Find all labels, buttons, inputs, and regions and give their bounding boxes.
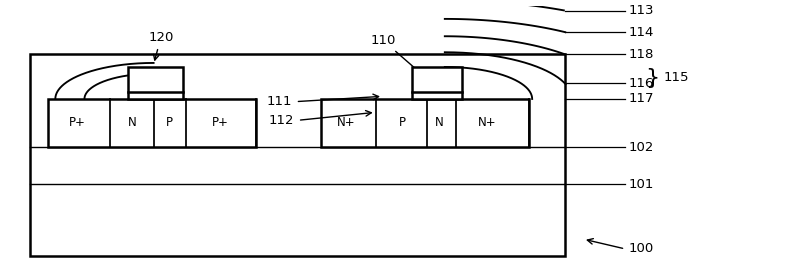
Bar	[321, 99, 529, 147]
Text: 120: 120	[148, 31, 174, 60]
Text: P: P	[166, 116, 173, 130]
Text: 101: 101	[629, 178, 654, 191]
Text: 100: 100	[629, 242, 654, 255]
Bar	[412, 67, 462, 99]
Text: P: P	[399, 116, 406, 130]
Text: 114: 114	[629, 26, 654, 39]
Text: P+: P+	[69, 116, 86, 130]
Text: 115: 115	[663, 71, 689, 84]
Text: 118: 118	[629, 48, 654, 61]
Text: 111: 111	[266, 95, 292, 108]
Text: P+: P+	[212, 116, 229, 130]
Text: 116: 116	[629, 77, 654, 90]
Text: }: }	[645, 68, 659, 88]
Text: N+: N+	[478, 116, 496, 130]
Bar	[30, 54, 565, 256]
Text: N: N	[434, 116, 443, 130]
Text: 102: 102	[629, 140, 654, 153]
Text: N: N	[127, 116, 136, 130]
Text: 117: 117	[629, 93, 654, 105]
Bar	[48, 99, 255, 147]
Text: 113: 113	[629, 4, 654, 17]
Text: N+: N+	[338, 116, 356, 130]
Text: 112: 112	[269, 114, 294, 127]
Text: 110: 110	[370, 34, 426, 78]
Bar	[128, 67, 182, 99]
